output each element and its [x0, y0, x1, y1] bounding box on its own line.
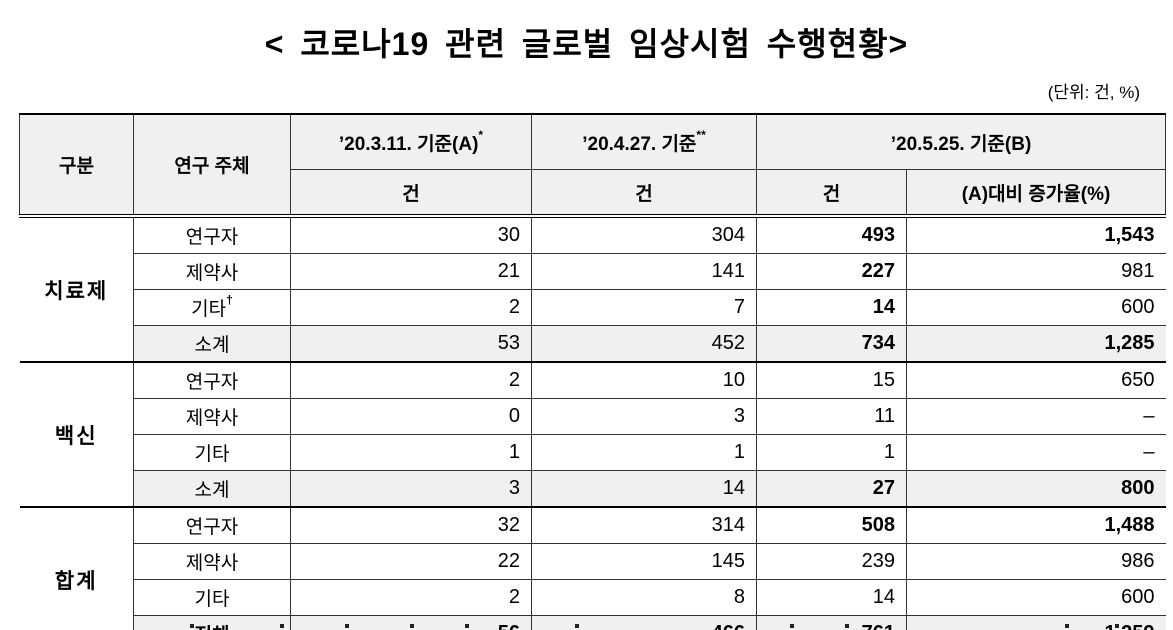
- subject-cell: 제약사: [133, 398, 291, 435]
- value-b: 314: [531, 506, 757, 544]
- value-b: 14: [531, 470, 757, 508]
- subject-cell: 연구자: [133, 506, 291, 544]
- value-a: 53: [290, 325, 532, 363]
- subject-cell: 기타†: [133, 289, 291, 326]
- header-subject: 연구 주체: [133, 113, 291, 218]
- value-c: 27: [756, 470, 907, 508]
- value-a: 32: [290, 506, 532, 544]
- subject-cell: 연구자: [133, 361, 291, 399]
- header-date-b-text: ’20.4.27. 기준: [582, 133, 697, 155]
- table-row: 제약사 0 3 11 –: [20, 398, 1166, 435]
- clinical-trial-status-table: 구분 연구 주체 ’20.3.11. 기준(A)* ’20.4.27. 기준**…: [19, 113, 1167, 630]
- value-c: 14: [756, 289, 907, 326]
- value-b: 452: [531, 325, 757, 363]
- table-row: 기타† 2 7 14 600: [20, 289, 1166, 326]
- footnote-marker-double-asterisk: **: [696, 127, 706, 142]
- subheader-growth-rate: (A)대비 증가율(%): [905, 169, 1167, 218]
- value-growth: 1,259: [905, 615, 1166, 630]
- value-c: 508: [756, 506, 907, 544]
- subtotal-row: 소계 53 452 734 1,285: [20, 325, 1166, 363]
- value-growth: 981: [905, 253, 1166, 290]
- value-b: 10: [531, 361, 757, 399]
- value-a: 1: [290, 434, 532, 471]
- value-a: 2: [290, 289, 532, 326]
- value-c: 1: [756, 434, 907, 471]
- value-b: 304: [531, 215, 757, 254]
- value-b: 466: [531, 615, 757, 630]
- table-row: 제약사 22 145 239 986: [20, 543, 1166, 580]
- subject-cell: 제약사: [133, 253, 291, 290]
- value-b: 145: [531, 543, 757, 580]
- clipped-footnote-fragments: [0, 624, 1173, 630]
- value-growth: –: [905, 434, 1166, 471]
- subject-cell: 전체: [133, 615, 291, 630]
- header-category: 구분: [19, 113, 134, 218]
- value-c: 11: [756, 398, 907, 435]
- value-c: 227: [756, 253, 907, 290]
- value-growth: 1,488: [905, 506, 1166, 544]
- value-b: 3: [531, 398, 757, 435]
- value-growth: 1,543: [905, 215, 1166, 254]
- value-growth: 800: [905, 470, 1166, 508]
- value-b: 7: [531, 289, 757, 326]
- value-c: 15: [756, 361, 907, 399]
- value-growth: 600: [905, 289, 1166, 326]
- value-growth: –: [905, 398, 1166, 435]
- table-row: 치료제 연구자 30 304 493 1,543: [19, 215, 1166, 363]
- subheader-count-b: 건: [531, 169, 757, 218]
- group-label-total: 합계: [19, 506, 134, 630]
- footnote-marker-asterisk: *: [478, 127, 484, 142]
- value-growth: 1,285: [905, 325, 1166, 363]
- value-a: 3: [290, 470, 532, 508]
- header-date-a: ’20.3.11. 기준(A)*: [290, 113, 532, 170]
- subject-cell: 소계: [133, 470, 291, 508]
- header-date-a-text: ’20.3.11. 기준(A): [338, 133, 479, 155]
- subject-cell: 소계: [133, 325, 291, 363]
- subheader-count-a: 건: [290, 169, 532, 218]
- value-growth: 650: [905, 361, 1166, 399]
- footnote-marker-dagger: †: [226, 293, 233, 307]
- value-a: 2: [290, 361, 532, 399]
- subject-cell: 기타: [133, 434, 291, 471]
- value-c: 14: [756, 579, 907, 616]
- group-label-treatment: 치료제: [19, 215, 134, 363]
- subject-text: 기타: [191, 299, 227, 320]
- value-a: 0: [290, 398, 532, 435]
- table-row: 기타 1 1 1 –: [20, 434, 1166, 471]
- header-date-c: ’20.5.25. 기준(B): [755, 113, 1167, 170]
- subject-cell: 제약사: [133, 543, 291, 580]
- group-label-vaccine: 백신: [19, 361, 134, 508]
- value-b: 141: [531, 253, 757, 290]
- value-b: 8: [531, 579, 757, 616]
- value-a: 21: [290, 253, 532, 290]
- table-row: 제약사 21 141 227 981: [20, 253, 1166, 290]
- table-row: 백신 연구자 2 10 15 650: [19, 361, 1166, 508]
- value-c: 239: [756, 543, 907, 580]
- table-row: 기타 2 8 14 600: [20, 579, 1166, 616]
- subtotal-row: 소계 3 14 27 800: [20, 470, 1166, 508]
- value-a: 2: [290, 579, 532, 616]
- subject-cell: 연구자: [133, 215, 291, 254]
- value-a: 30: [290, 215, 532, 254]
- value-growth: 986: [905, 543, 1166, 580]
- unit-note: (단위: 건, %): [1047, 83, 1140, 102]
- header-date-b: ’20.4.27. 기준**: [531, 113, 757, 170]
- value-a: 56: [290, 615, 532, 630]
- value-c: 493: [756, 215, 907, 254]
- value-growth: 600: [905, 579, 1166, 616]
- subject-cell: 기타: [133, 579, 291, 616]
- value-b: 1: [531, 434, 757, 471]
- grand-total-row: 전체 56 466 761 1,259: [20, 615, 1166, 630]
- subheader-count-c: 건: [756, 169, 907, 218]
- value-a: 22: [290, 543, 532, 580]
- page-title: < 코로나19 관련 글로벌 임상시험 수행현황>: [264, 26, 909, 62]
- value-c: 734: [756, 325, 907, 363]
- table-row: 합계 연구자 32 314 508 1,488: [19, 506, 1166, 630]
